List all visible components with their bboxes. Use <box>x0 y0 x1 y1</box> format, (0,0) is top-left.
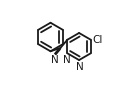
Text: Cl: Cl <box>93 35 103 45</box>
Text: N: N <box>51 55 58 65</box>
Text: N: N <box>63 55 70 65</box>
Text: N: N <box>76 62 84 72</box>
